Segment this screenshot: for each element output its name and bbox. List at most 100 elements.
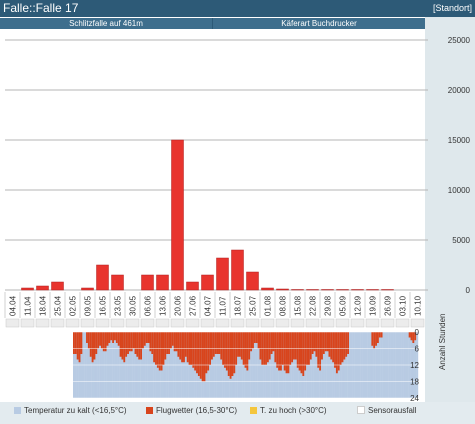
date-cell bbox=[335, 318, 350, 328]
flight-hours-column bbox=[246, 332, 249, 371]
bar bbox=[321, 289, 334, 291]
bar bbox=[141, 274, 154, 291]
flight-hours-column bbox=[181, 332, 184, 363]
plot-area bbox=[5, 40, 425, 290]
date-cell bbox=[50, 318, 65, 328]
flight-hours-column bbox=[378, 332, 381, 338]
flight-hours-column bbox=[414, 332, 417, 341]
x-tick-label: 26.09 bbox=[384, 295, 393, 316]
bar bbox=[216, 257, 229, 291]
flight-hours-column bbox=[199, 332, 202, 379]
flight-hours-column bbox=[328, 332, 331, 357]
flight-hours-column bbox=[121, 332, 124, 360]
flight-hours-column bbox=[287, 332, 290, 374]
flight-hours-column bbox=[177, 332, 180, 357]
legend-item-cold: Temperatur zu kalt (<16,5°C) bbox=[14, 406, 127, 415]
date-cell bbox=[200, 318, 215, 328]
location-button[interactable]: [Standort] bbox=[432, 3, 472, 13]
date-cell bbox=[245, 318, 260, 328]
x-tick-label: 25.07 bbox=[249, 295, 258, 316]
flight-hours-column bbox=[410, 332, 413, 341]
flight-hours-column bbox=[229, 332, 232, 379]
flight-hours-column bbox=[212, 332, 215, 357]
flight-hours-column bbox=[192, 332, 195, 368]
header-bar: Schlitzfalle auf 461m Käferart Buchdruck… bbox=[0, 17, 425, 29]
flight-hours-column bbox=[332, 332, 335, 363]
flight-hours-column bbox=[168, 332, 171, 354]
flight-hours-column bbox=[218, 332, 221, 354]
flight-hours-column bbox=[220, 332, 223, 360]
date-cell bbox=[95, 318, 110, 328]
x-tick-label: 27.06 bbox=[189, 295, 198, 316]
legend-swatch-flight bbox=[146, 407, 153, 414]
flight-hours-column bbox=[100, 332, 104, 349]
x-tick-label: 29.08 bbox=[324, 295, 333, 316]
bar bbox=[81, 287, 94, 291]
flight-hours-column bbox=[227, 332, 230, 376]
flight-hours-column bbox=[272, 332, 275, 352]
x-tick-label: 10.10 bbox=[414, 295, 423, 316]
bar bbox=[366, 289, 379, 291]
flight-hours-column bbox=[341, 332, 344, 363]
flight-hours-column bbox=[151, 332, 154, 354]
bar bbox=[96, 264, 109, 291]
flight-hours-column bbox=[250, 332, 253, 352]
x-tick-label: 03.10 bbox=[399, 295, 408, 316]
date-cell bbox=[80, 318, 95, 328]
bar bbox=[171, 139, 184, 291]
flight-hours-column bbox=[149, 332, 152, 352]
bar bbox=[336, 289, 349, 291]
flight-hours-column bbox=[184, 332, 187, 357]
date-cell bbox=[170, 318, 185, 328]
flight-hours-column bbox=[207, 332, 210, 371]
flight-hours-column bbox=[183, 332, 186, 363]
y-tick-label: 0 bbox=[466, 286, 471, 295]
flight-hours-column bbox=[127, 332, 130, 354]
legend-item-hot: T. zu hoch (>30°C) bbox=[250, 406, 327, 415]
flight-hours-column bbox=[248, 332, 251, 360]
flight-hours-column bbox=[309, 332, 312, 360]
flight-hours-column bbox=[330, 332, 333, 360]
hours-tick-label: 24 bbox=[410, 394, 419, 403]
flight-hours-column bbox=[89, 332, 92, 357]
flight-hours-column bbox=[293, 332, 296, 360]
date-cell bbox=[260, 318, 275, 328]
bar bbox=[201, 274, 214, 291]
flight-hours-column bbox=[252, 332, 255, 349]
flight-hours-column bbox=[302, 332, 305, 376]
flight-hours-column bbox=[119, 332, 122, 357]
flight-hours-column bbox=[311, 332, 314, 354]
hours-axis-label: Anzahl Stunden bbox=[438, 313, 447, 371]
trap-location-label: Schlitzfalle auf 461m bbox=[0, 18, 212, 29]
bar bbox=[51, 281, 64, 291]
flight-hours-column bbox=[283, 332, 286, 371]
x-tick-label: 12.09 bbox=[354, 295, 363, 316]
flight-hours-column bbox=[322, 332, 325, 354]
x-tick-label: 25.04 bbox=[54, 295, 63, 316]
flight-hours-column bbox=[179, 332, 182, 360]
flight-hours-column bbox=[203, 332, 206, 382]
y-tick-label: 15000 bbox=[448, 136, 471, 145]
x-tick-label: 05.09 bbox=[339, 295, 348, 316]
y-tick-label: 5000 bbox=[452, 236, 470, 245]
date-cell bbox=[290, 318, 305, 328]
flight-hours-column bbox=[319, 332, 322, 371]
x-tick-label: 09.05 bbox=[84, 295, 93, 316]
flight-hours-column bbox=[136, 332, 139, 357]
x-tick-label: 13.06 bbox=[159, 295, 168, 316]
date-cell bbox=[20, 318, 35, 328]
flight-hours-column bbox=[108, 332, 111, 343]
flight-hours-column bbox=[224, 332, 227, 368]
window-title-bar: Falle::Falle 17 [Standort] bbox=[0, 0, 475, 17]
flight-hours-column bbox=[233, 332, 236, 374]
date-cell bbox=[125, 318, 140, 328]
bar bbox=[246, 271, 259, 291]
date-cell bbox=[65, 318, 80, 328]
x-tick-label: 23.05 bbox=[114, 295, 123, 316]
flight-hours-column bbox=[134, 332, 137, 354]
x-tick-label: 30.05 bbox=[129, 295, 138, 316]
legend: Temperatur zu kalt (<16,5°C) Flugwetter … bbox=[0, 402, 475, 424]
bar bbox=[231, 249, 244, 291]
flight-hours-column bbox=[169, 332, 173, 349]
